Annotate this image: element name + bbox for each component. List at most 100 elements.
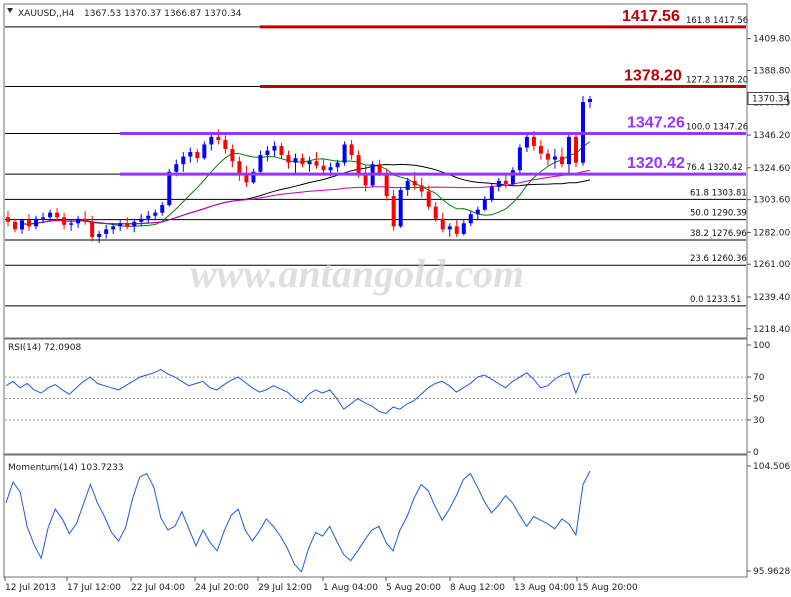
candle-up[interactable] — [510, 170, 515, 184]
candle-up[interactable] — [20, 220, 25, 230]
candle-up[interactable] — [132, 221, 137, 227]
candle-down[interactable] — [55, 212, 60, 218]
candle-down[interactable] — [83, 218, 88, 222]
candle-down[interactable] — [286, 155, 291, 163]
candle-up[interactable] — [167, 171, 172, 206]
main-chart-pane[interactable] — [3, 3, 748, 339]
candle-down[interactable] — [356, 155, 361, 175]
time-tick-label: 5 Aug 20:00 — [386, 583, 441, 593]
candle-down[interactable] — [419, 185, 424, 192]
candle-up[interactable] — [588, 98, 592, 103]
momentum-pane[interactable] — [3, 454, 748, 578]
candle-up[interactable] — [482, 199, 487, 210]
key-level-big-label: 1417.56 — [622, 8, 680, 25]
candle-up[interactable] — [461, 223, 466, 234]
candle-down[interactable] — [349, 144, 354, 156]
candle-up[interactable] — [307, 161, 312, 165]
candle-up[interactable] — [335, 162, 340, 168]
candle-up[interactable] — [258, 155, 263, 172]
candle-up[interactable] — [489, 186, 494, 200]
candle-up[interactable] — [111, 226, 116, 230]
price-tick-label: 1282.00 — [753, 228, 790, 238]
candle-down[interactable] — [223, 139, 228, 150]
candle-down[interactable] — [559, 156, 564, 165]
candle-up[interactable] — [181, 156, 186, 165]
collapse-triangle-icon[interactable] — [7, 8, 13, 13]
candle-up[interactable] — [342, 144, 347, 163]
candle-down[interactable] — [62, 217, 67, 225]
momentum-line — [5, 470, 591, 573]
candle-up[interactable] — [104, 229, 109, 234]
candle-up[interactable] — [160, 205, 165, 213]
candle-up[interactable] — [468, 214, 473, 224]
candle-down[interactable] — [573, 136, 578, 163]
candle-down[interactable] — [300, 158, 305, 165]
candle-down[interactable] — [125, 223, 130, 227]
candle-up[interactable] — [328, 167, 333, 171]
price-tick-label: 1261.00 — [753, 260, 790, 270]
candle-up[interactable] — [76, 218, 81, 224]
time-tick-label: 8 Aug 12:00 — [450, 583, 505, 593]
candle-up[interactable] — [496, 180, 501, 187]
candle-up[interactable] — [447, 226, 452, 230]
candle-down[interactable] — [230, 149, 235, 162]
rsi-tick-label: 50 — [753, 395, 765, 405]
candle-down[interactable] — [314, 161, 319, 166]
candle-up[interactable] — [48, 212, 53, 218]
candle-down[interactable] — [321, 165, 326, 171]
candle-up[interactable] — [188, 152, 193, 157]
candle-down[interactable] — [27, 220, 32, 227]
candle-up[interactable] — [69, 223, 74, 225]
candle-down[interactable] — [531, 136, 536, 146]
candle-up[interactable] — [41, 217, 46, 219]
candle-up[interactable] — [398, 189, 403, 227]
candle-down[interactable] — [244, 174, 249, 183]
candle-down[interactable] — [384, 173, 389, 197]
candle-up[interactable] — [34, 218, 39, 227]
candle-down[interactable] — [426, 191, 431, 207]
candle-up[interactable] — [293, 158, 298, 163]
price-tick-label: 1303.60 — [753, 196, 790, 206]
candle-up[interactable] — [552, 156, 557, 160]
candle-up[interactable] — [209, 136, 214, 145]
rsi-pane[interactable] — [3, 338, 748, 455]
candle-down[interactable] — [433, 206, 438, 219]
candle-down[interactable] — [279, 145, 284, 156]
candle-down[interactable] — [391, 196, 396, 227]
candle-down[interactable] — [545, 153, 550, 160]
candle-up[interactable] — [517, 147, 522, 171]
rsi-tick-label: 100 — [753, 341, 770, 351]
candle-down[interactable] — [538, 145, 543, 154]
candle-down[interactable] — [377, 164, 382, 174]
candle-up[interactable] — [97, 233, 102, 237]
candle-up[interactable] — [475, 209, 480, 215]
candle-down[interactable] — [454, 226, 459, 234]
candle-down[interactable] — [363, 174, 368, 186]
candle-down[interactable] — [90, 221, 95, 237]
time-tick-label: 17 Jul 12:00 — [67, 583, 121, 593]
candle-up[interactable] — [146, 215, 151, 219]
candle-down[interactable] — [440, 218, 445, 230]
candle-down[interactable] — [6, 217, 10, 222]
candle-down[interactable] — [412, 180, 417, 186]
candle-down[interactable] — [195, 152, 200, 159]
candle-up[interactable] — [566, 136, 571, 165]
price-tick-label: 1346.20 — [753, 131, 790, 141]
time-axis: 12 Jul 2013 17 Jul 12:00 22 Jul 04:00 24 Ju… — [4, 577, 638, 593]
candle-up[interactable] — [139, 218, 144, 222]
candle-up[interactable] — [405, 180, 410, 190]
candle-up[interactable] — [272, 145, 277, 151]
candle-down[interactable] — [13, 221, 18, 230]
candle-down[interactable] — [503, 180, 508, 184]
candle-up[interactable] — [202, 144, 207, 159]
candle-up[interactable] — [265, 150, 270, 156]
candle-up[interactable] — [153, 212, 158, 216]
candle-up[interactable] — [174, 164, 179, 172]
candle-down[interactable] — [216, 136, 221, 140]
current-price-box — [747, 91, 789, 105]
candle-up[interactable] — [118, 223, 123, 227]
candle-up[interactable] — [524, 136, 529, 148]
candle-up[interactable] — [251, 171, 256, 183]
candle-down[interactable] — [237, 161, 242, 175]
